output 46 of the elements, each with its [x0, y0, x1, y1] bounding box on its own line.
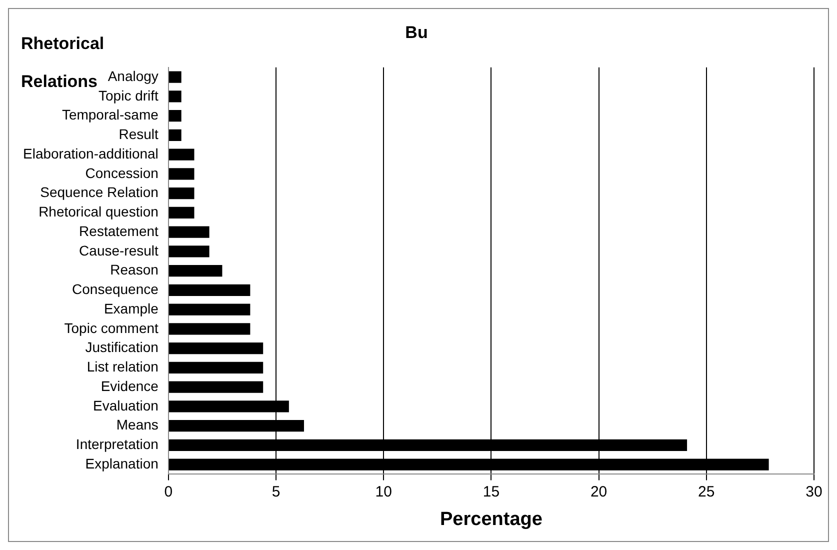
- y-tick-label: Cause-result: [79, 242, 159, 258]
- y-tick-label: Concession: [85, 164, 158, 181]
- y-tick-label: Temporal-same: [62, 106, 159, 123]
- y-tick-label: Result: [118, 126, 159, 142]
- bar: [168, 246, 210, 258]
- y-tick-label: Interpretation: [76, 436, 158, 452]
- y-tick-label: Means: [116, 416, 158, 433]
- y-tick-label: Evaluation: [93, 397, 158, 414]
- y-tick-label: Justification: [85, 339, 158, 356]
- bar: [168, 323, 250, 335]
- x-tick-label: 25: [698, 483, 715, 500]
- x-axis-title: Percentage: [440, 508, 542, 530]
- y-tick-label: List relation: [86, 358, 158, 375]
- x-tick-label: 30: [806, 483, 822, 500]
- y-tick-label: Explanation: [85, 455, 158, 472]
- bar: [168, 168, 194, 180]
- bar: [168, 90, 182, 102]
- x-tick-label: 15: [482, 483, 500, 500]
- bar: [168, 304, 250, 316]
- chart-title: Bu: [405, 22, 428, 42]
- y-tick-label: Evidence: [100, 378, 159, 394]
- y-tick-label: Analogy: [108, 68, 158, 84]
- y-tick-label: Topic comment: [64, 320, 159, 336]
- y-tick-label: Example: [104, 300, 159, 316]
- y-tick-label: Rhetorical question: [38, 204, 158, 220]
- bar: [168, 129, 182, 142]
- y-tick-label: Restatement: [79, 222, 159, 239]
- bar: [168, 342, 264, 354]
- x-tick-label: 20: [590, 483, 608, 500]
- bar: [168, 362, 264, 374]
- bar: [168, 71, 182, 83]
- y-tick-label: Elaboration-additional: [22, 145, 158, 162]
- y-tick-label: Reason: [110, 262, 158, 278]
- bar: [168, 148, 194, 160]
- bar: [168, 206, 194, 218]
- y-tick-label: Sequence Relation: [40, 184, 158, 200]
- bar: [168, 284, 250, 296]
- y-tick-label: Consequence: [72, 281, 159, 298]
- bar: [168, 264, 222, 277]
- bar: [168, 381, 264, 393]
- bar: [168, 110, 182, 122]
- x-tick-label: 5: [272, 483, 280, 500]
- bar: [168, 188, 194, 200]
- x-tick-label: 10: [375, 483, 392, 500]
- x-tick-label: 0: [164, 483, 173, 500]
- bar: [168, 226, 210, 238]
